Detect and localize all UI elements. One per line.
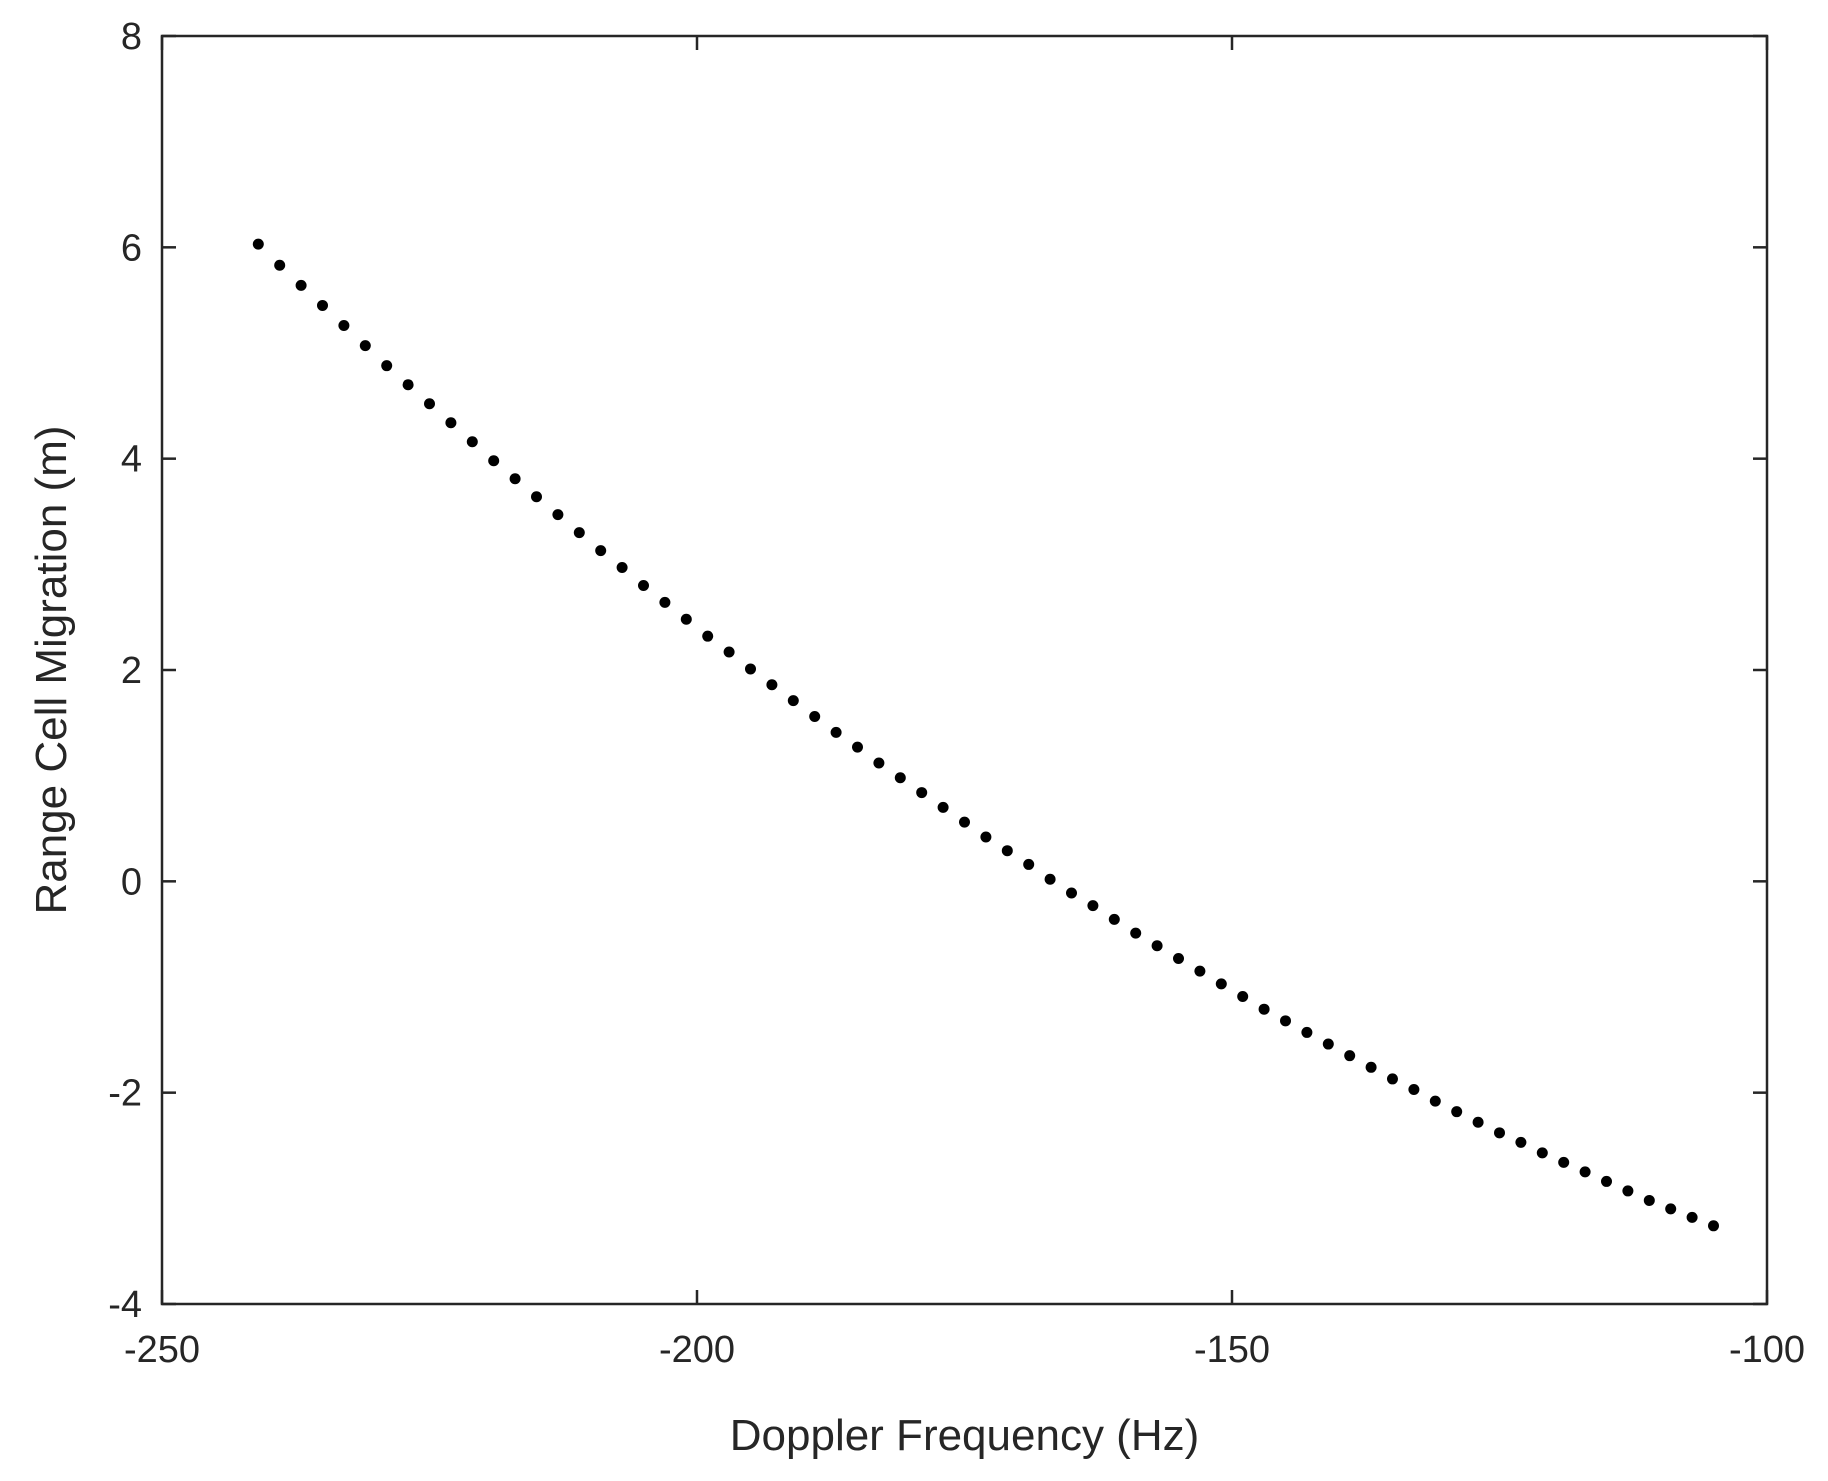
data-point <box>1280 1015 1291 1027</box>
y-tick-label: -4 <box>108 1284 142 1326</box>
data-point <box>1344 1050 1356 1062</box>
data-point <box>616 562 628 574</box>
data-point <box>509 473 521 485</box>
data-point <box>745 663 756 675</box>
data-point <box>830 726 842 738</box>
data-point <box>1322 1038 1334 1050</box>
data-point <box>1194 965 1206 977</box>
x-axis-label: Doppler Frequency (Hz) <box>730 1411 1200 1460</box>
plot-area <box>160 34 1769 1306</box>
data-point <box>680 613 692 625</box>
data-point <box>980 831 992 843</box>
data-point <box>723 646 735 658</box>
data-point <box>1387 1073 1398 1085</box>
data-point <box>1151 940 1163 952</box>
data-point <box>1130 927 1142 939</box>
data-point <box>552 509 564 521</box>
data-point <box>1665 1203 1677 1215</box>
data-point <box>1001 845 1013 857</box>
data-point <box>787 695 799 707</box>
data-point <box>1408 1083 1420 1095</box>
data-point <box>531 491 542 503</box>
data-point <box>937 801 949 813</box>
data-point <box>1643 1194 1655 1206</box>
data-point <box>1558 1156 1570 1168</box>
y-axis-label: Range Cell Migration (m) <box>27 425 76 914</box>
data-point <box>1066 887 1077 899</box>
x-tick-label: -100 <box>1729 1329 1805 1371</box>
data-point <box>852 741 863 753</box>
data-point <box>1536 1147 1548 1159</box>
data-point <box>338 320 350 332</box>
data-point <box>402 379 414 391</box>
data-point <box>1215 978 1227 990</box>
data-point <box>295 279 307 291</box>
data-point <box>659 596 671 608</box>
data-point <box>466 436 478 448</box>
y-tick-label: -2 <box>108 1073 142 1115</box>
x-tick-label: -200 <box>659 1329 735 1371</box>
data-point <box>1622 1185 1634 1197</box>
data-point <box>274 259 286 271</box>
x-tick-label: -250 <box>124 1329 200 1371</box>
data-point <box>424 398 435 410</box>
data-point <box>873 757 885 769</box>
data-point <box>916 787 928 799</box>
data-point <box>959 816 970 828</box>
y-tick-label: 4 <box>121 439 142 481</box>
axis-ticks: -250 -200 -150 -100 -4 -2 0 2 4 6 8 <box>108 16 1805 1371</box>
data-point <box>1429 1095 1441 1107</box>
data-point <box>1237 991 1249 1003</box>
data-point <box>1494 1127 1505 1139</box>
data-point <box>1087 900 1099 912</box>
data-point <box>1472 1116 1484 1128</box>
data-point <box>1579 1166 1591 1178</box>
data-point <box>1515 1136 1527 1148</box>
data-point <box>766 679 778 691</box>
data-point <box>317 299 328 311</box>
y-tick-label: 6 <box>121 227 142 269</box>
data-point <box>1301 1026 1313 1038</box>
data-points <box>252 238 1719 1232</box>
data-point <box>1686 1211 1698 1223</box>
data-point <box>1708 1220 1719 1232</box>
data-point <box>638 579 649 591</box>
data-point <box>1451 1106 1463 1118</box>
y-tick-label: 2 <box>121 650 142 692</box>
data-point <box>894 772 906 784</box>
data-point <box>702 630 714 642</box>
data-point <box>809 710 821 722</box>
data-point <box>1601 1175 1612 1187</box>
data-point <box>252 238 264 250</box>
data-point <box>1023 858 1035 870</box>
y-tick-label: 0 <box>121 861 142 903</box>
y-tick-label: 8 <box>121 16 142 58</box>
data-point <box>1108 913 1120 925</box>
data-point <box>573 527 585 539</box>
data-point <box>381 360 393 372</box>
data-point <box>1258 1003 1270 1015</box>
data-point <box>595 545 607 557</box>
data-point <box>1173 952 1184 964</box>
x-tick-label: -150 <box>1194 1329 1270 1371</box>
data-point <box>1365 1061 1377 1073</box>
data-point <box>445 417 457 429</box>
data-point <box>488 455 500 467</box>
data-point <box>359 340 371 352</box>
data-point <box>1044 873 1056 885</box>
